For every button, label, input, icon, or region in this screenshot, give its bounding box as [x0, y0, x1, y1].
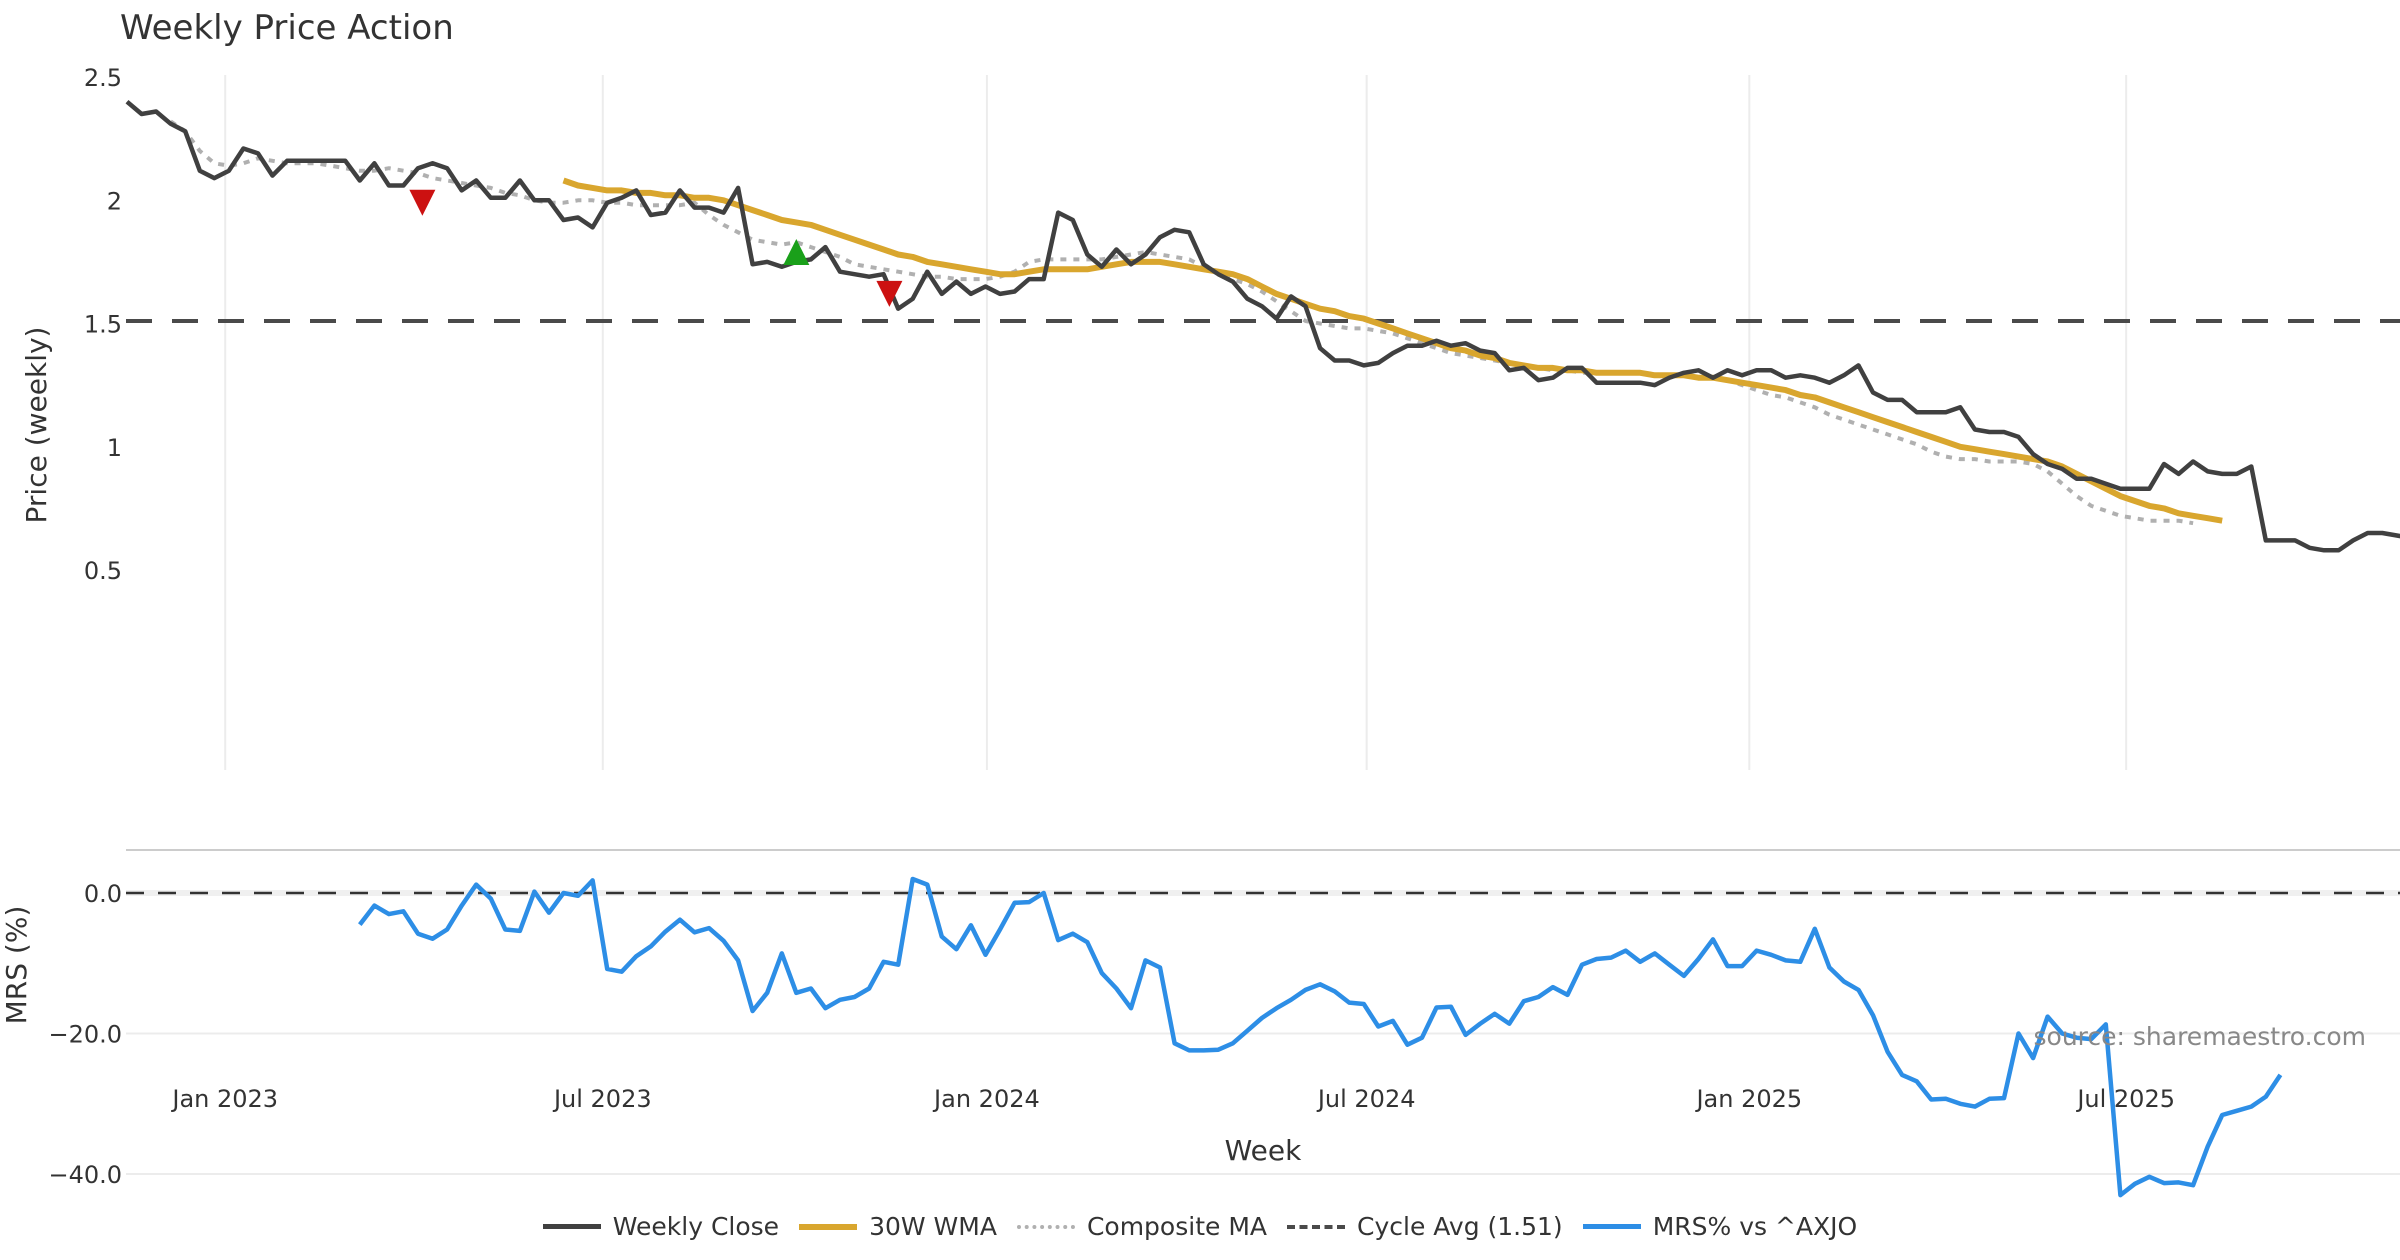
chart-title: Weekly Price Action [120, 8, 454, 48]
legend-item-mrs[interactable]: MRS% vs ^AXJO [1582, 1212, 1858, 1241]
legend-label: Composite MA [1086, 1212, 1267, 1241]
legend-label: Weekly Close [612, 1212, 780, 1241]
price-y-tick-label: 2 [107, 187, 122, 215]
price-y-tick-label: 1.5 [84, 311, 122, 339]
mrs-y-axis-title: MRS (%) [0, 906, 33, 1025]
x-tick-label: Jul 2024 [1316, 1085, 1416, 1113]
legend-label: Cycle Avg (1.51) [1357, 1212, 1563, 1241]
price-y-tick-label: 0.5 [84, 557, 122, 585]
legend: Weekly Close 30W WMA Composite MA Cycle … [0, 1212, 2400, 1241]
mrs-y-tick-label: −40.0 [48, 1161, 122, 1189]
legend-label: MRS% vs ^AXJO [1652, 1212, 1858, 1241]
price-y-tick-label: 1 [107, 434, 122, 462]
x-tick-label: Jan 2025 [1694, 1085, 1802, 1113]
mrs-y-tick-label: 0.0 [84, 880, 122, 908]
price-series [125, 99, 2400, 553]
sell-signal-marker [409, 189, 436, 216]
x-tick-label: Jan 2024 [932, 1085, 1040, 1113]
source-label: source: sharemaestro.com [2034, 1022, 2367, 1051]
legend-item-cycle-avg[interactable]: Cycle Avg (1.51) [1287, 1212, 1563, 1241]
x-axis-title: Week [1225, 1134, 1302, 1167]
legend-swatch-composite [1016, 1224, 1075, 1229]
x-tick-label: Jan 2023 [170, 1085, 278, 1113]
price-y-axis-title: Price (weekly) [20, 327, 53, 524]
weekly-close-line [125, 99, 2400, 553]
legend-swatch-cycle [1287, 1224, 1345, 1229]
x-tick-label: Jul 2023 [552, 1085, 652, 1113]
mrs-line [358, 876, 2283, 1198]
wma-30w-line [562, 177, 2223, 524]
composite-ma-line [169, 119, 2194, 526]
mrs-series [358, 876, 2283, 1198]
legend-label: 30W WMA [869, 1212, 997, 1241]
mrs-y-tick-label: −20.0 [48, 1021, 122, 1049]
buy-signal-marker [783, 239, 810, 266]
mrs-y-ticks: 0.0 −20.0 −40.0 [48, 880, 122, 1189]
legend-swatch-mrs [1582, 1224, 1641, 1229]
legend-item-30w-wma[interactable]: 30W WMA [799, 1212, 997, 1241]
price-y-ticks: 2.5 2 1.5 1 0.5 [84, 64, 122, 585]
legend-item-composite-ma[interactable]: Composite MA [1016, 1212, 1267, 1241]
x-tick-label: Jul 2025 [2075, 1085, 2175, 1113]
legend-item-weekly-close[interactable]: Weekly Close [542, 1212, 780, 1241]
x-axis-ticks: Jan 2023 Jul 2023 Jan 2024 Jul 2024 Jan 2025… [170, 1085, 2175, 1113]
price-gridlines [224, 75, 2128, 770]
signal-markers [409, 189, 903, 307]
legend-swatch-close [542, 1224, 601, 1229]
legend-swatch-wma [799, 1223, 858, 1230]
sell-signal-marker [876, 280, 903, 307]
price-y-tick-label: 2.5 [84, 64, 122, 92]
